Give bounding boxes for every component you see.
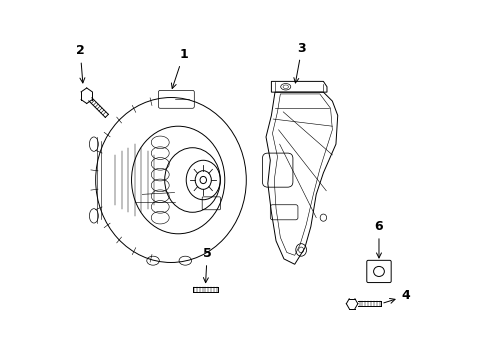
Text: 5: 5	[203, 247, 211, 283]
Text: 2: 2	[76, 45, 85, 83]
Text: 6: 6	[374, 220, 383, 258]
Text: 3: 3	[293, 42, 305, 83]
Text: 4: 4	[383, 289, 409, 303]
Text: 1: 1	[171, 48, 187, 89]
